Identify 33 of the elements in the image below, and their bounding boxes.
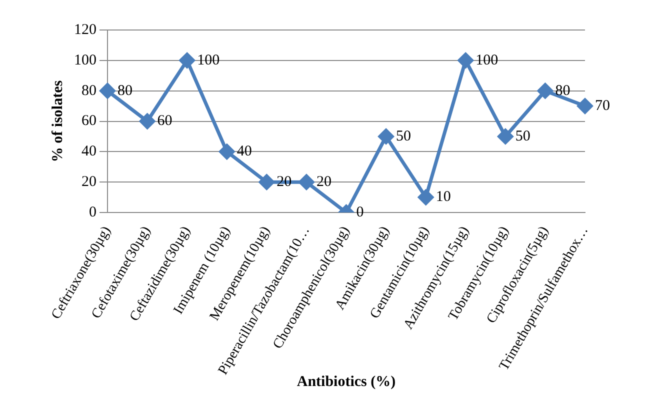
y-tick-label: 60 — [82, 113, 96, 130]
y-tick-label: 100 — [74, 52, 96, 68]
y-tick-label: 0 — [89, 204, 96, 220]
data-label: 80 — [555, 82, 570, 99]
point — [498, 128, 514, 144]
point — [378, 128, 394, 144]
x-axis-title: Antibiotics (%) — [296, 374, 396, 390]
data-label: 50 — [396, 128, 412, 144]
data-label: 50 — [515, 128, 530, 144]
point — [537, 83, 553, 99]
y-tick-label: 120 — [74, 22, 96, 38]
data-label: 10 — [436, 189, 451, 206]
point — [258, 174, 274, 190]
data-label: 40 — [236, 144, 252, 160]
data-label: 100 — [197, 52, 220, 68]
data-label: 80 — [118, 82, 132, 99]
point — [298, 174, 314, 190]
point — [100, 83, 116, 99]
y-tick-label: 20 — [82, 174, 96, 190]
point — [577, 98, 593, 114]
y-tick-label: 40 — [82, 144, 96, 160]
data-label: 20 — [316, 174, 332, 190]
y-tick-label: 80 — [82, 82, 96, 99]
point — [458, 52, 474, 68]
point — [179, 52, 195, 68]
data-label: 60 — [157, 113, 172, 130]
data-label: 70 — [595, 98, 610, 114]
point — [140, 114, 156, 129]
point — [418, 190, 434, 206]
point — [219, 144, 235, 160]
data-label: 100 — [476, 52, 498, 68]
y-axis-title: % of isolates — [50, 80, 66, 162]
data-label: 0 — [356, 204, 364, 220]
